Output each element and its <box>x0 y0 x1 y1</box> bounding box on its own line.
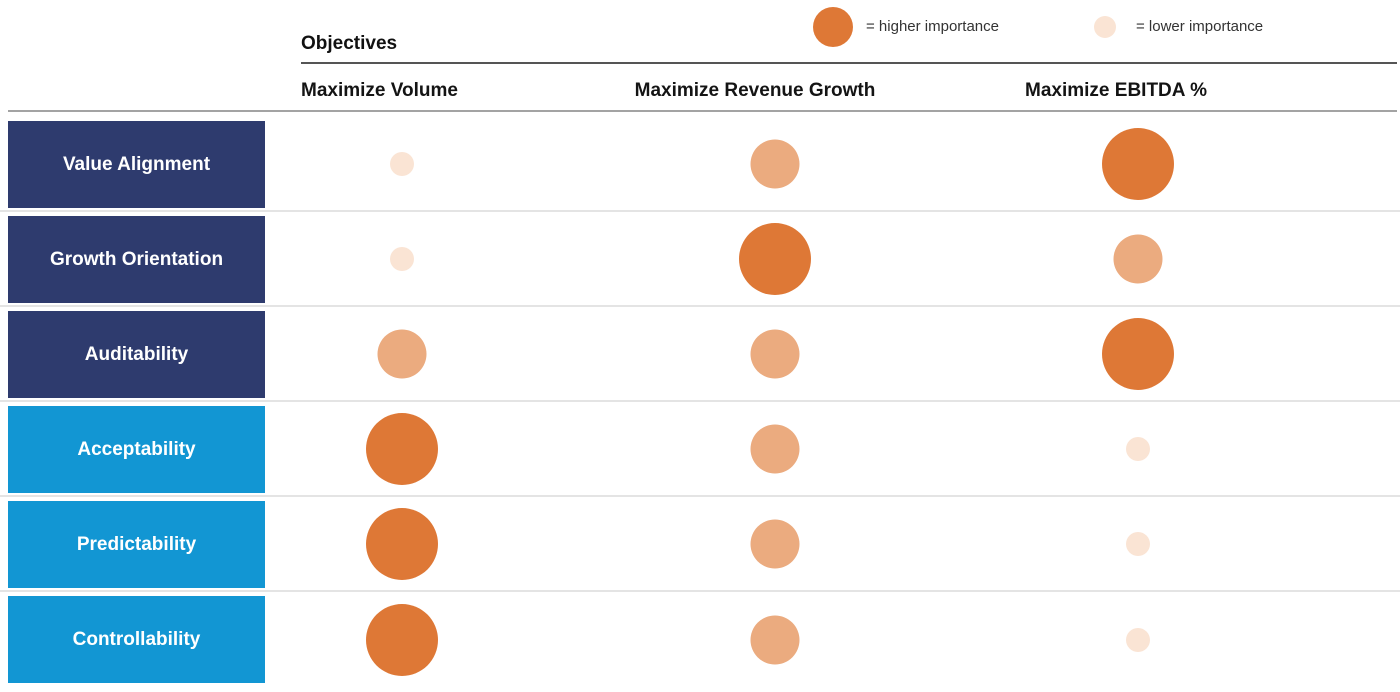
column-header-maximize-volume: Maximize Volume <box>301 80 458 101</box>
lower-importance-label: = lower importance <box>1136 18 1264 35</box>
importance-bubble <box>1102 317 1174 390</box>
matrix-row-auditability: Auditability <box>0 307 1400 402</box>
importance-bubble <box>739 222 811 295</box>
objectives-underline <box>301 62 1397 64</box>
importance-bubble <box>750 424 800 473</box>
importance-bubble <box>390 246 414 271</box>
importance-bubble <box>1126 436 1150 461</box>
column-header-maximize-revenue-growth: Maximize Revenue Growth <box>634 80 876 101</box>
row-label: Acceptability <box>8 406 265 493</box>
objectives-group-label: Objectives <box>301 33 398 54</box>
row-label: Predictability <box>8 501 265 588</box>
matrix-rows: Value Alignment Growth Orientation Audit… <box>0 117 1400 687</box>
importance-bubble <box>366 507 438 580</box>
importance-bubble <box>750 139 800 188</box>
row-label: Controllability <box>8 596 265 683</box>
lower-importance-swatch-icon <box>1094 16 1116 38</box>
matrix-row-predictability: Predictability <box>0 497 1400 592</box>
importance-bubble <box>1113 234 1163 283</box>
importance-bubble <box>366 603 438 676</box>
importance-bubble <box>1126 627 1150 652</box>
importance-bubble <box>366 412 438 485</box>
higher-importance-swatch-icon <box>813 7 853 47</box>
matrix-row-growth-orientation: Growth Orientation <box>0 212 1400 307</box>
matrix-row-controllability: Controllability <box>0 592 1400 687</box>
column-header-maximize-ebitda: Maximize EBITDA % <box>1025 80 1207 101</box>
row-label: Growth Orientation <box>8 216 265 303</box>
importance-bubble <box>750 615 800 664</box>
importance-bubble <box>750 329 800 378</box>
matrix-row-value-alignment: Value Alignment <box>0 117 1400 212</box>
matrix-row-acceptability: Acceptability <box>0 402 1400 497</box>
row-label: Value Alignment <box>8 121 265 208</box>
header-separator-line <box>8 110 1397 112</box>
importance-bubble <box>390 151 414 176</box>
importance-bubble <box>750 519 800 568</box>
higher-importance-label: = higher importance <box>866 18 999 35</box>
row-label: Auditability <box>8 311 265 398</box>
importance-bubble <box>1126 531 1150 556</box>
importance-bubble <box>377 329 427 378</box>
importance-bubble <box>1102 127 1174 200</box>
